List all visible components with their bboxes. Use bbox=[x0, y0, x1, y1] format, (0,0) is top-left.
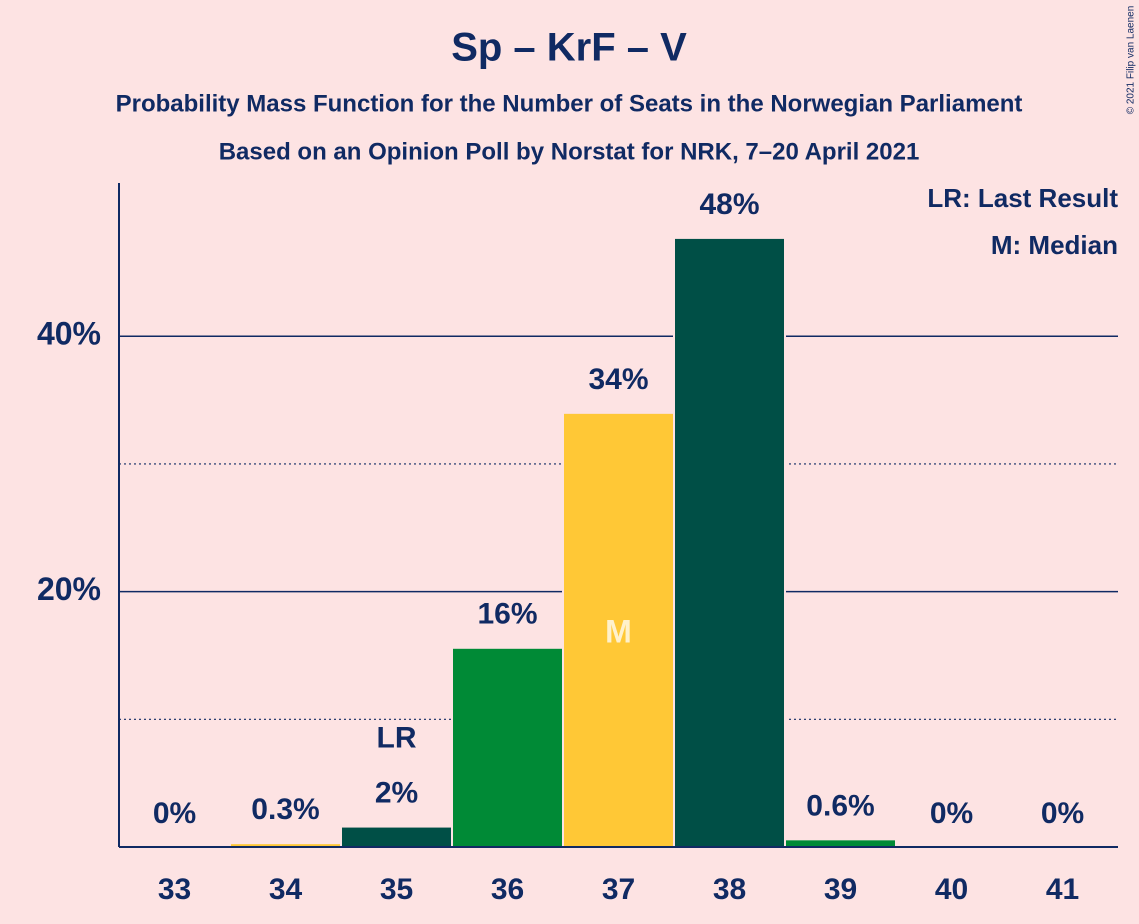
x-tick-label: 35 bbox=[380, 873, 413, 906]
value-label: 16% bbox=[477, 598, 537, 631]
x-tick-label: 41 bbox=[1046, 873, 1079, 906]
value-label: 2% bbox=[375, 776, 418, 809]
value-label: 0.3% bbox=[251, 793, 319, 826]
legend-entry: M: Median bbox=[991, 230, 1118, 260]
x-tick-label: 40 bbox=[935, 873, 968, 906]
x-tick-label: 36 bbox=[491, 873, 524, 906]
value-label: 0% bbox=[1041, 797, 1084, 830]
value-label: 0.6% bbox=[806, 789, 874, 822]
chart-subtitle: Based on an Opinion Poll by Norstat for … bbox=[219, 138, 920, 165]
legend-entry: LR: Last Result bbox=[927, 183, 1118, 213]
value-label: 48% bbox=[699, 188, 759, 221]
x-tick-label: 33 bbox=[158, 873, 191, 906]
bar bbox=[451, 646, 564, 848]
annotation: LR bbox=[377, 721, 417, 754]
value-label: 34% bbox=[588, 363, 648, 396]
bar bbox=[673, 236, 786, 848]
chart-subtitle: Probability Mass Function for the Number… bbox=[116, 90, 1023, 117]
copyright: © 2021 Filip van Laenen bbox=[1126, 6, 1137, 115]
y-tick-label: 40% bbox=[37, 316, 101, 352]
bar bbox=[562, 411, 675, 848]
x-tick-label: 34 bbox=[269, 873, 303, 906]
bar bbox=[340, 825, 453, 848]
annotation: M bbox=[605, 613, 632, 649]
x-tick-label: 37 bbox=[602, 873, 635, 906]
chart-title: Sp – KrF – V bbox=[451, 26, 687, 70]
bar bbox=[784, 838, 897, 848]
x-tick-label: 39 bbox=[824, 873, 857, 906]
x-tick-label: 38 bbox=[713, 873, 746, 906]
y-tick-label: 20% bbox=[37, 571, 101, 607]
value-label: 0% bbox=[153, 797, 196, 830]
value-label: 0% bbox=[930, 797, 973, 830]
